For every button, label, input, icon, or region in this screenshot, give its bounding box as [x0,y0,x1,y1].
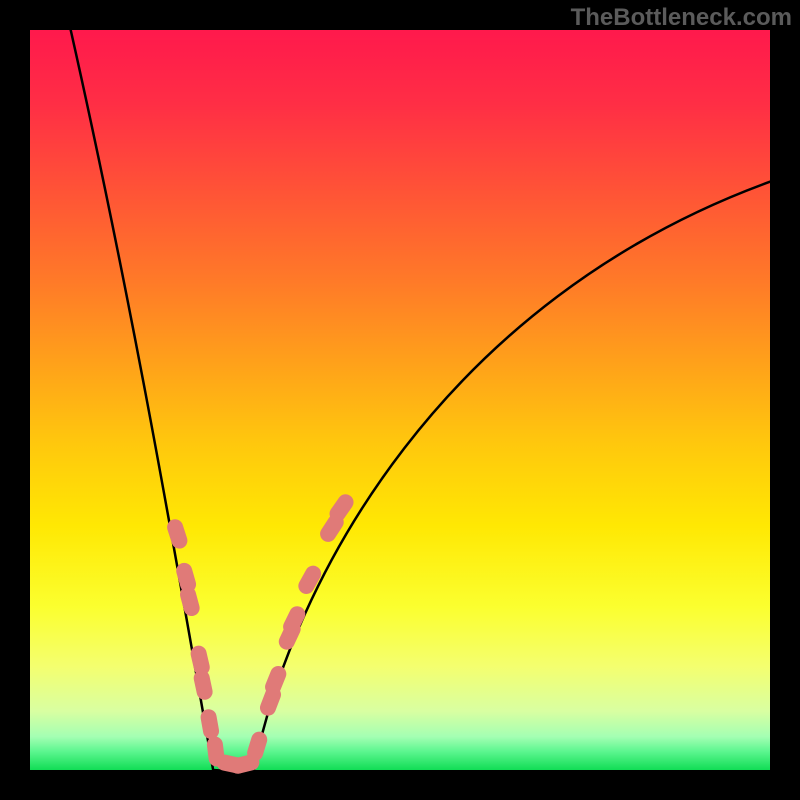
bottleneck-chart [0,0,800,800]
chart-container: TheBottleneck.com [0,0,800,800]
watermark-text: TheBottleneck.com [571,4,792,32]
